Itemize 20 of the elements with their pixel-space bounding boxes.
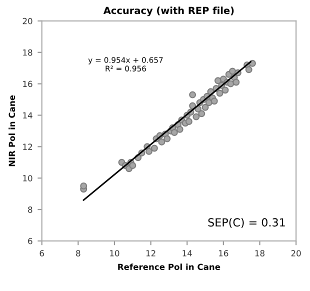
- x-axis-title: Reference Pol in Cane: [118, 264, 220, 270]
- y-tick-label: 16: [23, 80, 32, 88]
- x-tick-label: 20: [291, 250, 301, 256]
- y-tick-label: 12: [23, 144, 32, 150]
- x-tick-label: 12: [146, 250, 156, 256]
- x-tick-label: 6: [40, 250, 44, 256]
- y-tick-label: 8: [28, 206, 32, 213]
- y-tick-label: 18: [23, 49, 32, 56]
- y-tick-label: 6: [28, 238, 32, 244]
- x-tick-label: 8: [76, 250, 80, 256]
- y-tick-label: 14: [23, 112, 32, 118]
- annotation: SEP(C) = 0.31: [208, 218, 285, 228]
- chart-title: Accuracy (with REP file): [103, 6, 234, 16]
- y-tick-label: 10: [23, 175, 32, 182]
- y-tick-label: 20: [22, 18, 32, 24]
- x-tick-label: 14: [182, 250, 192, 256]
- y-axis-title: NIR Pol in Cane: [8, 95, 16, 166]
- x-tick-label: 16: [219, 250, 228, 256]
- x-tick-label: 10: [110, 250, 120, 256]
- x-tick-label: 18: [255, 250, 264, 256]
